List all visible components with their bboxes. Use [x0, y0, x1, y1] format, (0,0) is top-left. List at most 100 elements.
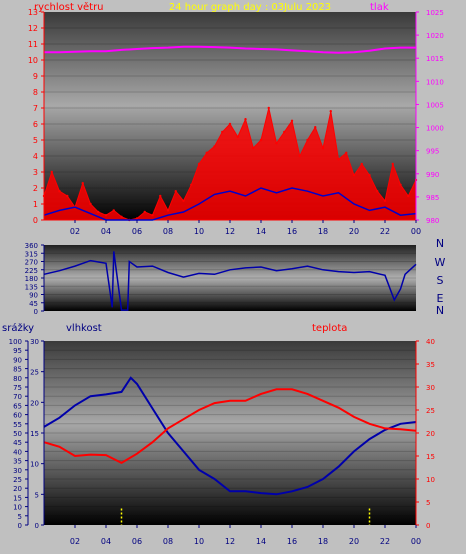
point-wind-speed [368, 174, 371, 177]
point-wind-speed [306, 138, 309, 142]
point-wind-speed [81, 182, 84, 185]
tick-label-wind-speed: 11 [28, 40, 38, 49]
point-wind-speed [197, 162, 201, 166]
tick-label-hour: 08 [163, 227, 173, 236]
tick-label-hour: 20 [349, 227, 359, 236]
legend-wind-speed: rychlost větru [34, 1, 104, 13]
point-wind-speed [314, 126, 317, 129]
tick-label-temperature: 35 [426, 361, 435, 369]
panel-humidity-temperature [44, 341, 416, 525]
tick-label-rain: 30 [13, 467, 22, 475]
point-wind-speed [383, 199, 387, 202]
direction-letter: S [437, 274, 444, 287]
tick-label-wind-speed: 4 [33, 152, 38, 161]
point-wind-speed [360, 162, 363, 166]
point-wind-speed [259, 138, 263, 142]
legend-temperature: teplota [312, 323, 347, 334]
tick-label-wind-speed: 1 [33, 200, 38, 209]
point-wind-speed [89, 202, 92, 206]
point-wind-speed [283, 130, 286, 134]
tick-label-temperature: 40 [426, 338, 435, 346]
series-wind-speed [43, 107, 417, 221]
tick-label-rain: 65 [13, 402, 22, 410]
tick-label-hour: 20 [349, 537, 359, 546]
tick-label-rain: 55 [13, 421, 22, 429]
tick-label-hour: 22 [380, 227, 390, 236]
tick-label-direction: 90 [29, 292, 38, 300]
series-humidity [43, 376, 417, 496]
tick-label-temperature: 20 [426, 430, 435, 438]
tick-label-hour: 16 [287, 227, 297, 236]
tick-label-wind-speed: 7 [33, 104, 38, 113]
direction-letter: N [436, 237, 444, 250]
point-wind-speed [345, 151, 348, 154]
point-wind-speed [120, 215, 123, 218]
tick-label-wind-speed: 3 [33, 168, 38, 177]
point-wind-speed [112, 209, 115, 212]
point-wind-speed [221, 130, 224, 134]
tick-label-pressure: 980 [426, 217, 439, 225]
tick-label-humidity: 5 [35, 491, 39, 499]
tick-label-hour: 00 [411, 537, 421, 546]
point-wind-speed [166, 209, 170, 212]
tick-label-direction: 360 [25, 242, 38, 250]
tick-label-humidity: 0 [35, 522, 39, 530]
point-wind-speed [290, 119, 294, 123]
tick-label-hour: 16 [287, 537, 297, 546]
tick-label-temperature: 0 [426, 522, 430, 530]
tick-label-rain: 90 [13, 356, 22, 364]
point-wind-speed [159, 194, 162, 198]
point-wind-speed [66, 194, 69, 198]
tick-label-hour: 12 [225, 227, 235, 236]
tick-label-rain: 75 [13, 384, 22, 392]
tick-label-pressure: 1005 [426, 101, 444, 109]
point-wind-speed [275, 142, 278, 145]
tick-label-pressure: 990 [426, 171, 439, 179]
tick-label-pressure: 1020 [426, 32, 444, 40]
point-wind-speed [321, 146, 325, 150]
tick-label-pressure: 995 [426, 148, 439, 156]
tick-label-rain: 5 [18, 513, 22, 521]
legend-rain: srážky [2, 322, 34, 334]
point-wind-speed [190, 183, 193, 186]
tick-label-humidity: 30 [30, 338, 39, 346]
point-wind-speed [407, 194, 410, 198]
tick-label-hour: 04 [101, 537, 111, 546]
tick-label-rain: 50 [13, 430, 22, 438]
tick-label-wind-speed: 10 [28, 56, 38, 65]
tick-label-hour: 14 [256, 537, 266, 546]
chart-title: 24 hour graph day : 03Julu 2023 [169, 2, 331, 13]
point-wind-speed [213, 145, 216, 148]
tick-label-temperature: 15 [426, 453, 435, 461]
tick-label-hour: 12 [225, 537, 235, 546]
tick-label-wind-speed: 9 [33, 72, 38, 81]
panel-wind-direction [44, 245, 416, 311]
tick-label-hour: 02 [70, 537, 80, 546]
tick-label-humidity: 25 [30, 369, 39, 377]
legend-pressure: tlak [370, 2, 389, 13]
tick-label-direction: 180 [25, 275, 38, 283]
point-wind-speed [391, 162, 394, 166]
direction-letter: E [437, 292, 444, 305]
tick-label-wind-speed: 6 [33, 120, 38, 129]
tick-label-hour: 06 [132, 227, 142, 236]
point-wind-speed [267, 106, 270, 110]
tick-label-rain: 40 [13, 448, 22, 456]
tick-label-direction: 225 [25, 267, 38, 275]
tick-label-rain: 70 [13, 393, 22, 401]
point-wind-speed [97, 210, 100, 214]
tick-label-wind-speed: 0 [33, 216, 38, 225]
tick-label-rain: 0 [18, 522, 22, 530]
tick-label-humidity: 20 [30, 399, 39, 407]
point-wind-speed [50, 170, 53, 174]
point-wind-speed [228, 122, 232, 126]
tick-label-pressure: 1000 [426, 125, 444, 133]
point-wind-speed [135, 217, 139, 220]
point-wind-speed [244, 118, 247, 121]
tick-label-rain: 20 [13, 485, 22, 493]
tick-label-temperature: 10 [426, 476, 435, 484]
tick-label-direction: 270 [25, 259, 38, 267]
tick-label-hour: 08 [163, 537, 173, 546]
